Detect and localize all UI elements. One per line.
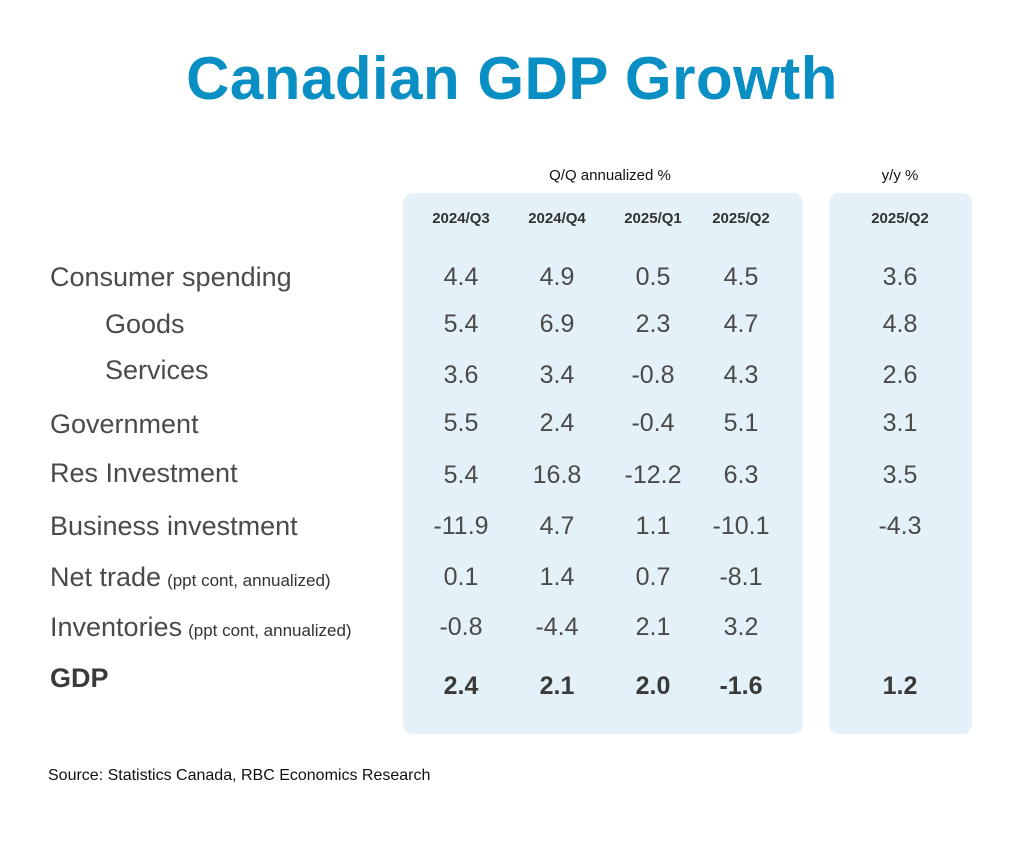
table-cell: 2.4	[539, 409, 575, 437]
table-cell: 3.5	[882, 461, 918, 489]
table-cell: 2.3	[635, 310, 671, 338]
column-header: 2025/Q1	[624, 210, 682, 227]
table-cell: 2.6	[882, 361, 918, 389]
table-cell: 5.1	[723, 409, 759, 437]
table-cell: 2.1	[539, 672, 575, 700]
table-cell: 4.5	[723, 263, 759, 291]
table-cell: 0.5	[635, 263, 671, 291]
row-label-text: GDP	[50, 663, 109, 693]
table-cell: 4.7	[723, 310, 759, 338]
table-cell: 4.9	[539, 263, 575, 291]
chart-title: Canadian GDP Growth	[186, 45, 838, 112]
table-cell: 2.1	[635, 613, 671, 641]
table-cell: -8.1	[719, 563, 763, 591]
table-cell: -0.8	[631, 361, 675, 389]
row-label-text: Res Investment	[50, 458, 238, 488]
table-cell: 3.6	[882, 263, 918, 291]
column-header: 2025/Q2	[871, 210, 929, 227]
row-label: Res Investment	[50, 458, 238, 489]
table-cell: 3.6	[443, 361, 479, 389]
table-cell: -1.6	[719, 672, 763, 700]
table-cell: 3.1	[882, 409, 918, 437]
yy-panel	[829, 193, 972, 734]
column-header: 2025/Q2	[712, 210, 770, 227]
row-label: Inventories (ppt cont, annualized)	[50, 612, 352, 643]
row-label-note: (ppt cont, annualized)	[167, 571, 331, 590]
row-label-note: (ppt cont, annualized)	[188, 621, 352, 640]
row-label: Goods	[105, 309, 185, 340]
table-cell: 0.7	[635, 563, 671, 591]
table-cell: 1.1	[635, 512, 671, 540]
row-label-text: Goods	[105, 309, 185, 339]
row-label: Consumer spending	[50, 262, 292, 293]
table-cell: -0.4	[631, 409, 675, 437]
qq-group-label: Q/Q annualized %	[549, 167, 671, 184]
table-cell: 2.4	[443, 672, 479, 700]
table-cell: 4.4	[443, 263, 479, 291]
row-label: Net trade (ppt cont, annualized)	[50, 562, 331, 593]
row-label: Business investment	[50, 511, 298, 542]
row-label-text: Services	[105, 355, 209, 385]
column-header: 2024/Q3	[432, 210, 490, 227]
table-cell: -12.2	[624, 461, 682, 489]
table-cell: 5.4	[443, 461, 479, 489]
row-label-text: Net trade	[50, 562, 162, 592]
row-label-text: Inventories	[50, 612, 183, 642]
table-cell: -4.4	[535, 613, 579, 641]
row-label: Government	[50, 409, 199, 440]
table-cell: 2.0	[635, 672, 671, 700]
row-label-text: Government	[50, 409, 199, 439]
table-cell: 1.4	[539, 563, 575, 591]
table-cell: -10.1	[712, 512, 770, 540]
table-cell: 6.3	[723, 461, 759, 489]
row-label-text: Consumer spending	[50, 262, 292, 292]
table-cell: -11.9	[433, 512, 489, 540]
source-note: Source: Statistics Canada, RBC Economics…	[48, 767, 431, 784]
table-cell: 4.7	[539, 512, 575, 540]
table-cell: 4.3	[723, 361, 759, 389]
table-cell: 0.1	[443, 563, 479, 591]
column-header: 2024/Q4	[528, 210, 586, 227]
table-cell: -0.8	[439, 613, 483, 641]
table-cell: 16.8	[532, 461, 582, 489]
table-cell: 5.4	[443, 310, 479, 338]
table-cell: 6.9	[539, 310, 575, 338]
table-cell: 3.4	[539, 361, 575, 389]
table-cell: 3.2	[723, 613, 759, 641]
row-label: Services	[105, 355, 209, 386]
table-cell: 4.8	[882, 310, 918, 338]
row-label-text: Business investment	[50, 511, 298, 541]
table-cell: 1.2	[882, 672, 918, 700]
table-cell: 5.5	[443, 409, 479, 437]
yy-group-label: y/y %	[881, 167, 919, 184]
row-label: GDP	[50, 663, 109, 694]
qq-panel	[403, 193, 803, 734]
table-cell: -4.3	[878, 512, 922, 540]
